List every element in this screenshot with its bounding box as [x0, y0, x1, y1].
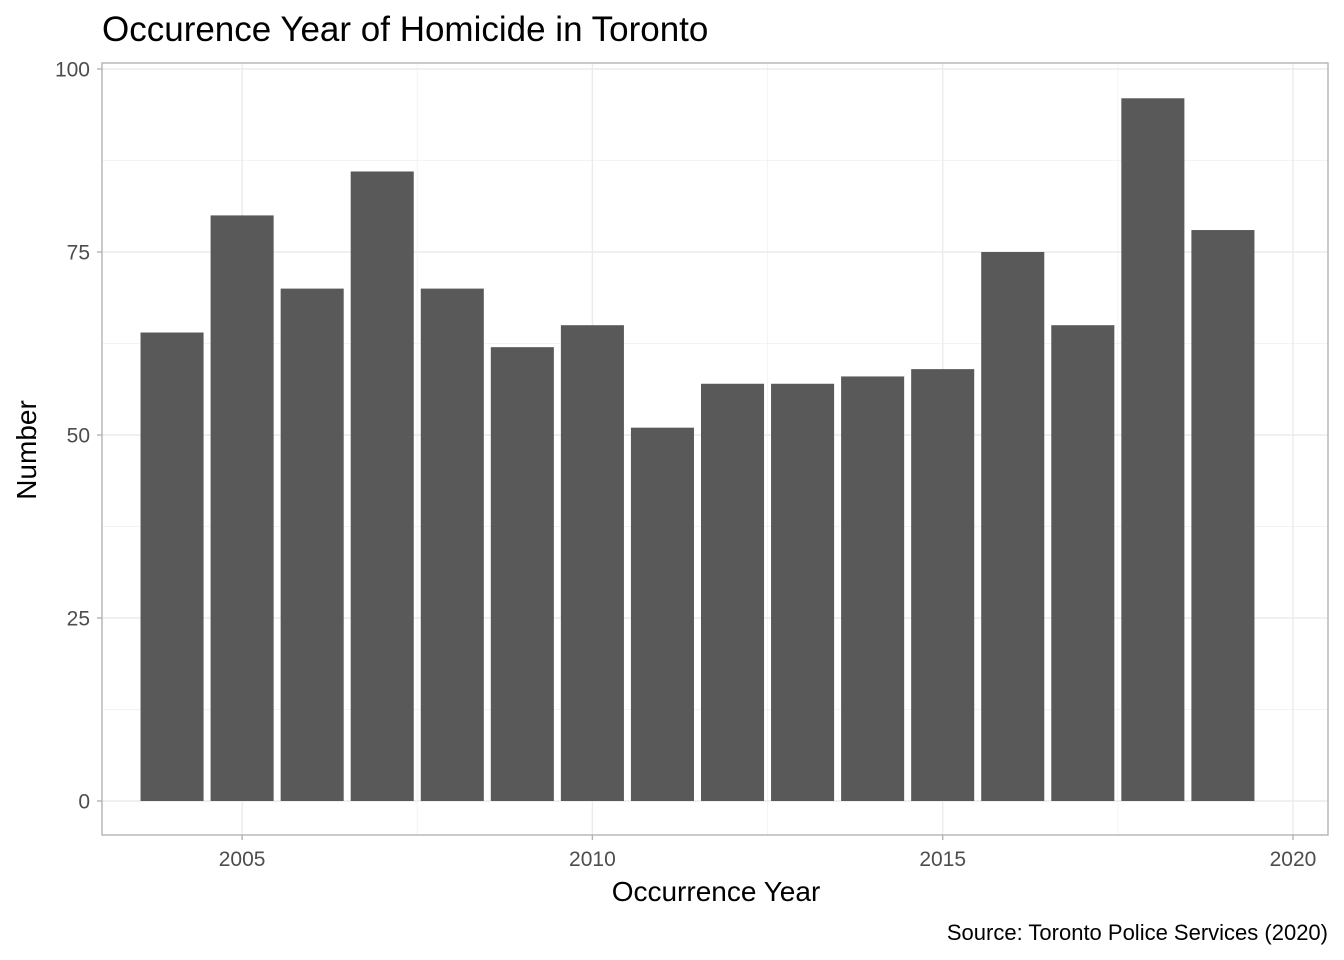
bar-2007 — [350, 171, 414, 802]
bar-2014 — [841, 376, 905, 801]
chart-title: Occurence Year of Homicide in Toronto — [102, 10, 708, 49]
bar-2016 — [981, 252, 1045, 801]
x-tick-label: 2015 — [919, 848, 966, 871]
bar-2011 — [630, 427, 694, 801]
bar-2010 — [560, 325, 624, 801]
y-tick-label: 0 — [78, 791, 90, 814]
y-tick-label: 100 — [55, 59, 90, 82]
bar-2019 — [1191, 230, 1255, 802]
bar-2017 — [1051, 325, 1115, 801]
bar-2015 — [911, 369, 975, 801]
x-axis-label: Occurrence Year — [612, 876, 821, 907]
bar-2013 — [771, 383, 835, 801]
x-tick-label: 2020 — [1270, 848, 1317, 871]
chart-caption: Source: Toronto Police Services (2020) — [947, 920, 1328, 945]
bar-2012 — [700, 383, 765, 801]
plot-panel-border — [101, 62, 1329, 836]
bar-2005 — [210, 215, 274, 801]
y-axis-label: Number — [11, 400, 42, 500]
bars — [140, 98, 1255, 802]
bar-2008 — [420, 288, 484, 802]
bar-2004 — [140, 332, 204, 801]
y-tick-label: 25 — [67, 608, 90, 631]
y-tick-label: 50 — [67, 425, 90, 448]
y-tick-label: 75 — [67, 242, 90, 265]
bar-2018 — [1121, 98, 1185, 801]
x-tick-label: 2005 — [219, 848, 266, 871]
bar-2006 — [280, 288, 344, 802]
bar-2009 — [490, 347, 554, 801]
x-tick-label: 2010 — [569, 848, 616, 871]
axis-ticks: 0 25 50 75 100 2005 2010 2015 2020 — [55, 59, 1316, 872]
